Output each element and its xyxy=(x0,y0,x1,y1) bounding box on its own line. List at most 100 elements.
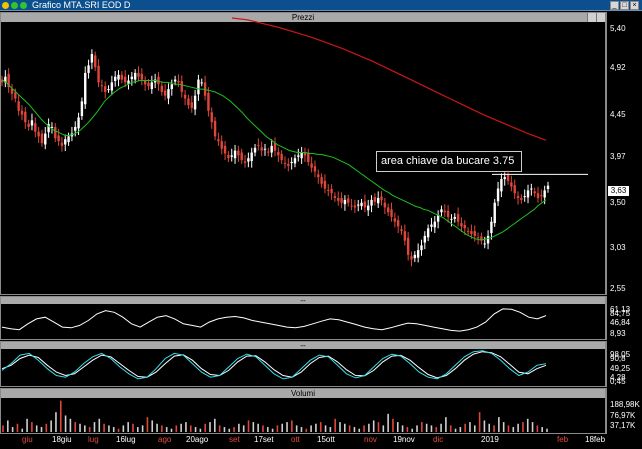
candle-body xyxy=(7,73,10,88)
volume-bar xyxy=(151,420,154,432)
candle-body xyxy=(14,92,17,99)
candle-body xyxy=(50,126,54,128)
oscillator2-fast-line xyxy=(1,350,547,380)
date-label: 18feb xyxy=(585,435,606,444)
candle-body xyxy=(463,225,466,229)
candle-body xyxy=(496,188,500,202)
candle-body xyxy=(277,152,280,156)
volume-bar xyxy=(199,428,202,432)
candle-body xyxy=(370,199,373,206)
candle-body xyxy=(323,180,327,189)
maximize-button[interactable]: □ xyxy=(620,1,629,10)
volume-bar xyxy=(69,418,72,432)
volume-bar xyxy=(252,422,255,432)
candle-body xyxy=(84,72,87,105)
oscillator1-line xyxy=(1,308,547,332)
date-label: 17set xyxy=(254,435,274,444)
volume-bar xyxy=(112,427,115,432)
volume-bar xyxy=(416,425,418,432)
candle-body xyxy=(500,179,503,192)
candle-body xyxy=(273,143,277,151)
candle-body xyxy=(267,151,270,153)
volume-bar xyxy=(146,417,149,432)
candle-body xyxy=(257,144,260,146)
candle-body xyxy=(137,72,140,77)
volume-bar xyxy=(238,423,240,432)
candle-body xyxy=(327,189,330,191)
volume-bar xyxy=(194,427,197,432)
candle-body xyxy=(107,89,110,91)
volume-bar xyxy=(493,425,495,432)
volume-tick: 76,97K xyxy=(610,411,636,420)
candle-body xyxy=(360,202,363,207)
volume-panel[interactable]: Volumi xyxy=(0,388,606,434)
candle-body xyxy=(486,235,490,244)
volume-bar xyxy=(209,422,211,432)
short-moving-average-line xyxy=(1,79,547,241)
candle-body xyxy=(373,197,377,202)
oscillator2-title: -- xyxy=(1,342,605,350)
candle-body xyxy=(436,215,440,222)
candle-body xyxy=(157,76,160,85)
candle-body xyxy=(423,235,427,243)
candle-body xyxy=(290,162,293,163)
panel-close-button[interactable] xyxy=(596,13,605,22)
window-titlebar: Grafico MTA.SRI EOD D _ □ × xyxy=(0,0,642,11)
candle-body xyxy=(307,152,310,162)
candle-body xyxy=(466,231,470,233)
candle-body xyxy=(170,84,173,90)
candle-body xyxy=(506,174,510,181)
price-panel[interactable]: Prezzi xyxy=(0,12,606,295)
volume-bar xyxy=(517,423,519,432)
price-tick: 4,92 xyxy=(610,63,626,72)
annotation-textbox[interactable]: area chiave da bucare 3.75 xyxy=(376,151,522,172)
candle-body xyxy=(426,228,430,238)
volume-bar xyxy=(132,423,134,432)
long-moving-average-line xyxy=(231,17,547,141)
date-label: lug xyxy=(88,435,99,444)
volume-bar xyxy=(305,428,308,432)
candle-body xyxy=(377,198,380,204)
osc1-tick: 61,13 xyxy=(610,305,631,314)
oscillator1-panel[interactable]: -- xyxy=(0,296,606,340)
volume-bar xyxy=(368,423,370,432)
volume-bar xyxy=(228,428,231,432)
volume-bar xyxy=(392,418,394,432)
candle-body xyxy=(280,153,283,161)
candle-body xyxy=(383,202,387,208)
candle-body xyxy=(197,79,200,95)
status-green-icon xyxy=(11,2,18,9)
volume-bar xyxy=(522,422,524,432)
volume-axis: 188,98K 76,97K 37,17K xyxy=(606,388,642,434)
volume-bar xyxy=(295,425,298,432)
candle-body xyxy=(143,81,147,85)
minimize-button[interactable]: _ xyxy=(610,1,619,10)
candle-body xyxy=(57,135,60,142)
close-button[interactable]: × xyxy=(630,1,639,10)
candle-body xyxy=(210,112,213,123)
volume-bar xyxy=(21,428,24,432)
candle-body xyxy=(34,123,37,132)
candle-body xyxy=(523,196,526,198)
candle-body xyxy=(104,86,107,92)
candle-body xyxy=(413,254,417,259)
volume-bar xyxy=(156,423,158,432)
panel-minimize-button[interactable] xyxy=(587,13,596,22)
volume-bar xyxy=(430,425,433,432)
oscillator2-slow-line xyxy=(1,351,547,379)
volume-bar xyxy=(353,427,356,432)
volume-bar xyxy=(483,420,486,432)
volume-bar xyxy=(541,427,543,432)
date-label: 20ago xyxy=(186,435,209,444)
volume-bar xyxy=(401,425,404,432)
volume-bar xyxy=(459,427,462,432)
candle-body xyxy=(400,229,403,232)
candle-body xyxy=(233,150,237,159)
volume-bar xyxy=(40,427,43,432)
candle-body xyxy=(223,145,227,154)
candle-body xyxy=(453,216,456,219)
candle-body xyxy=(510,182,513,187)
candle-body xyxy=(90,54,94,63)
volume-bar xyxy=(344,423,346,432)
candle-body xyxy=(173,79,177,82)
